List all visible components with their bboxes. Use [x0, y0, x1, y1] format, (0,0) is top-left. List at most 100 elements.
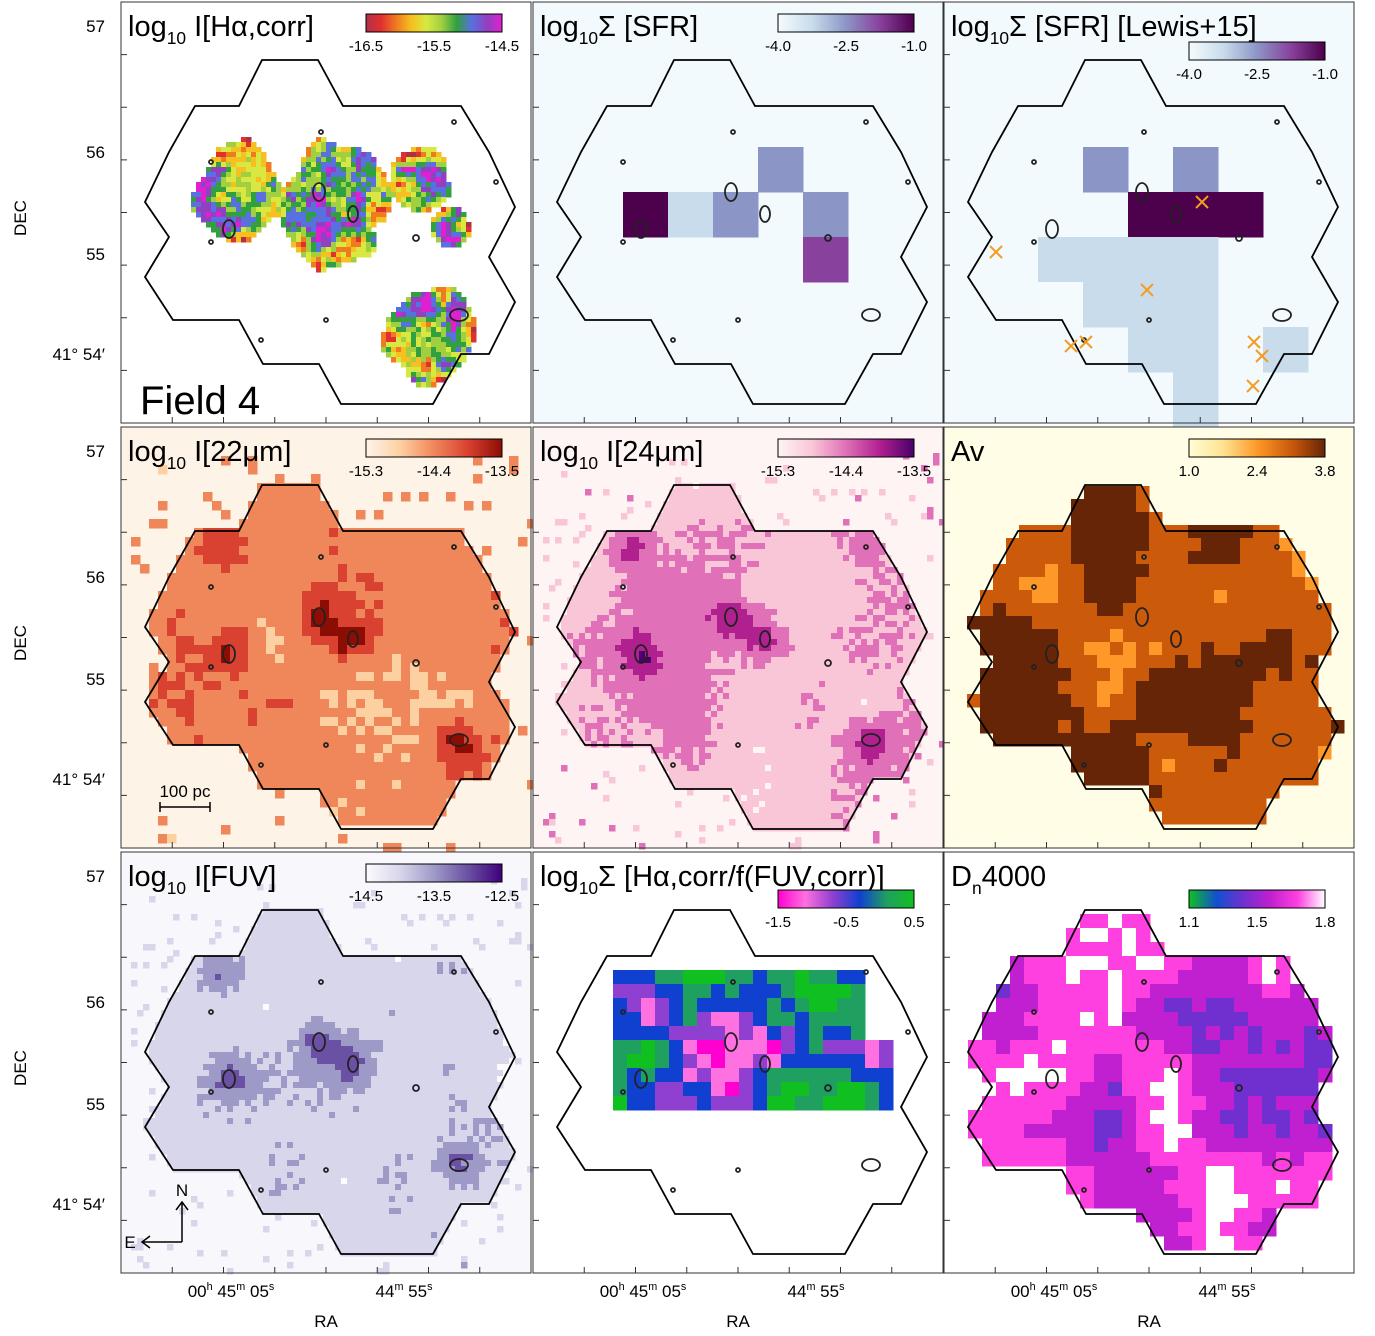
map-pixel: [473, 573, 483, 583]
map-pixel: [903, 717, 910, 724]
map-pixel: [351, 187, 357, 193]
map-pixel: [441, 307, 447, 313]
map-pixel: [693, 609, 700, 616]
map-pixel: [759, 783, 766, 790]
map-pixel: [777, 735, 784, 742]
map-pixel: [286, 207, 292, 213]
map-pixel: [573, 621, 580, 628]
map-pixel: [825, 759, 832, 766]
map-pixel: [421, 297, 427, 303]
map-pixel: [365, 555, 375, 565]
map-pixel: [579, 531, 586, 538]
map-pixel: [338, 699, 348, 709]
map-pixel: [320, 564, 330, 574]
map-pixel: [803, 237, 849, 283]
map-pixel: [296, 177, 302, 183]
map-pixel: [789, 555, 796, 562]
map-pixel: [861, 627, 868, 634]
map-pixel: [311, 237, 317, 243]
map-pixel: [819, 747, 826, 754]
map-pixel: [813, 753, 820, 760]
map-pixel: [406, 302, 412, 308]
map-pixel: [855, 669, 862, 676]
map-pixel: [831, 609, 838, 616]
map-pixel: [246, 197, 252, 203]
map-pixel: [196, 187, 202, 193]
map-pixel: [411, 337, 417, 343]
map-pixel: [903, 633, 910, 640]
map-pixel: [837, 699, 844, 706]
map-pixel: [482, 735, 492, 745]
map-pixel: [831, 753, 838, 760]
map-pixel: [246, 227, 252, 233]
map-pixel: [783, 795, 790, 802]
map-pixel: [879, 591, 886, 598]
map-pixel: [813, 675, 820, 682]
map-pixel: [807, 633, 814, 640]
map-pixel: [741, 741, 748, 748]
map-pixel: [723, 705, 730, 712]
map-pixel: [371, 162, 377, 168]
map-pixel: [867, 567, 874, 574]
map-pixel: [603, 669, 610, 676]
map-pixel: [753, 675, 760, 682]
map-pixel: [194, 654, 204, 664]
map-pixel: [212, 672, 222, 682]
map-pixel: [284, 753, 294, 763]
map-pixel: [549, 585, 556, 592]
map-pixel: [421, 177, 427, 183]
map-pixel: [456, 347, 462, 353]
map-pixel: [441, 297, 447, 303]
map-pixel: [386, 332, 392, 338]
map-pixel: [401, 582, 411, 592]
map-pixel: [320, 519, 330, 529]
map-pixel: [365, 591, 375, 601]
map-pixel: [777, 711, 784, 718]
map-pixel: [765, 795, 772, 802]
map-pixel: [256, 207, 262, 213]
map-pixel: [777, 729, 784, 736]
map-pixel: [783, 555, 790, 562]
map-pixel: [518, 726, 528, 736]
map-pixel: [431, 177, 437, 183]
map-pixel: [331, 217, 337, 223]
map-pixel: [221, 192, 227, 198]
map-pixel: [627, 591, 634, 598]
map-pixel: [266, 771, 276, 781]
map-pixel: [451, 212, 457, 218]
map-pixel: [729, 543, 736, 550]
map-pixel: [461, 322, 467, 328]
map-pixel: [437, 753, 447, 763]
map-pixel: [326, 167, 332, 173]
map-pixel: [819, 609, 826, 616]
map-pixel: [603, 711, 610, 718]
map-pixel: [446, 780, 456, 790]
map-pixel: [428, 600, 438, 610]
map-pixel: [627, 705, 634, 712]
map-pixel: [326, 232, 332, 238]
map-pixel: [621, 699, 628, 706]
map-pixel: [639, 621, 646, 628]
map-pixel: [347, 663, 357, 673]
map-pixel: [383, 771, 393, 781]
map-pixel: [759, 609, 766, 616]
map-pixel: [807, 543, 814, 550]
map-pixel: [879, 729, 886, 736]
map-pixel: [771, 795, 778, 802]
map-pixel: [723, 645, 730, 652]
map-pixel: [401, 162, 407, 168]
map-pixel: [747, 555, 754, 562]
map-pixel: [741, 735, 748, 742]
map-pixel: [837, 741, 844, 748]
map-pixel: [293, 762, 303, 772]
map-pixel: [311, 227, 317, 233]
map-pixel: [246, 142, 252, 148]
map-pixel: [411, 157, 417, 163]
map-pixel: [687, 681, 694, 688]
map-pixel: [723, 759, 730, 766]
map-pixel: [281, 207, 287, 213]
map-pixel: [176, 708, 186, 718]
map-pixel: [849, 603, 856, 610]
map-pixel: [416, 342, 422, 348]
map-pixel: [861, 687, 868, 694]
